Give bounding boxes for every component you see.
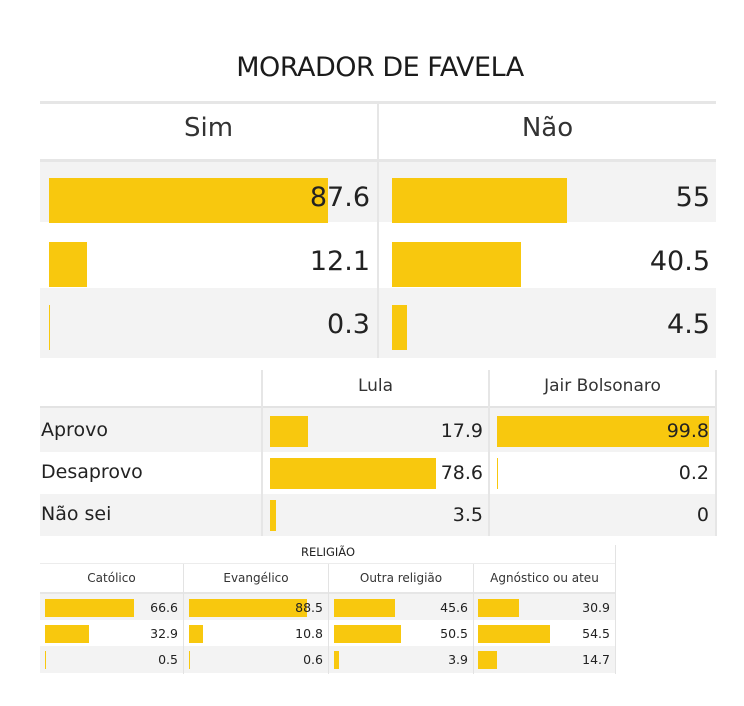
value-bolsonaro-aprovo: 99.8 [666, 420, 709, 442]
column-header-sim: Sim [183, 113, 234, 143]
value-evangelico-3: 0.6 [303, 652, 323, 667]
value-nao-3: 4.5 [667, 309, 710, 340]
value-sim-3: 0.3 [327, 309, 370, 340]
bar-catolico-2 [45, 625, 89, 643]
table-row [40, 494, 716, 536]
column-header-nao: Não [521, 113, 574, 143]
column-header-lula: Lula [357, 376, 394, 396]
column-header-catolico: Católico [87, 571, 136, 585]
bar-outra-2 [334, 625, 401, 643]
column-header-bolsonaro: Jair Bolsonaro [544, 376, 661, 396]
value-agnostico-2: 54.5 [582, 626, 610, 641]
bar-nao-2 [392, 242, 521, 287]
bar-evangelico-1 [189, 599, 307, 617]
value-bolsonaro-desaprovo: 0.2 [678, 462, 709, 484]
value-catolico-3: 0.5 [158, 652, 178, 667]
column-divider [615, 545, 616, 674]
bar-lula-aprovo [270, 416, 308, 447]
value-outra-3: 3.9 [448, 652, 468, 667]
bar-lula-desaprovo [270, 458, 436, 489]
divider [40, 101, 716, 104]
bar-nao-3 [392, 305, 407, 350]
bar-agnostico-1 [478, 599, 519, 617]
value-evangelico-1: 88.5 [295, 600, 323, 615]
bar-agnostico-2 [478, 625, 550, 643]
column-divider [328, 564, 329, 674]
value-lula-aprovo: 17.9 [440, 420, 483, 442]
value-nao-1: 55 [675, 182, 710, 213]
value-lula-nao-sei: 3.5 [452, 504, 483, 526]
bar-sim-3 [49, 305, 50, 350]
divider [40, 406, 716, 408]
bar-bolsonaro-desaprovo [497, 458, 498, 489]
religiao-title: RELIGIÃO [300, 545, 356, 559]
bar-catolico-3 [45, 651, 46, 669]
value-nao-2: 40.5 [649, 246, 710, 277]
bar-sim-2 [49, 242, 87, 287]
column-divider [488, 370, 490, 536]
column-divider [261, 370, 263, 536]
bar-evangelico-3 [189, 651, 190, 669]
bar-nao-1 [392, 178, 567, 223]
column-header-agnostico: Agnóstico ou ateu [490, 571, 599, 585]
bar-outra-3 [334, 651, 339, 669]
bar-bolsonaro-aprovo [497, 416, 709, 447]
bar-sim-1 [49, 178, 328, 223]
divider [40, 563, 616, 564]
row-label-aprovo: Aprovo [41, 419, 108, 441]
value-agnostico-1: 30.9 [582, 600, 610, 615]
value-sim-2: 12.1 [309, 246, 370, 277]
bar-lula-nao-sei [270, 500, 276, 531]
value-lula-desaprovo: 78.6 [440, 462, 483, 484]
value-outra-1: 45.6 [440, 600, 468, 615]
value-sim-1: 87.6 [309, 182, 370, 213]
morador-title: MORADOR DE FAVELA [236, 52, 524, 83]
column-divider [715, 370, 717, 536]
column-divider [377, 104, 379, 358]
bar-catolico-1 [45, 599, 134, 617]
value-evangelico-2: 10.8 [295, 626, 323, 641]
bar-evangelico-2 [189, 625, 203, 643]
column-header-outra-religiao: Outra religião [359, 571, 443, 585]
value-catolico-2: 32.9 [150, 626, 178, 641]
value-agnostico-3: 14.7 [582, 652, 610, 667]
bar-outra-1 [334, 599, 395, 617]
value-outra-2: 50.5 [440, 626, 468, 641]
column-divider [473, 564, 474, 674]
row-label-desaprovo: Desaprovo [41, 461, 143, 483]
value-bolsonaro-nao-sei: 0 [696, 504, 709, 526]
bar-agnostico-3 [478, 651, 497, 669]
column-header-evangelico: Evangélico [223, 571, 289, 585]
row-label-nao-sei: Não sei [41, 503, 112, 525]
value-catolico-1: 66.6 [150, 600, 178, 615]
column-divider [183, 564, 184, 674]
